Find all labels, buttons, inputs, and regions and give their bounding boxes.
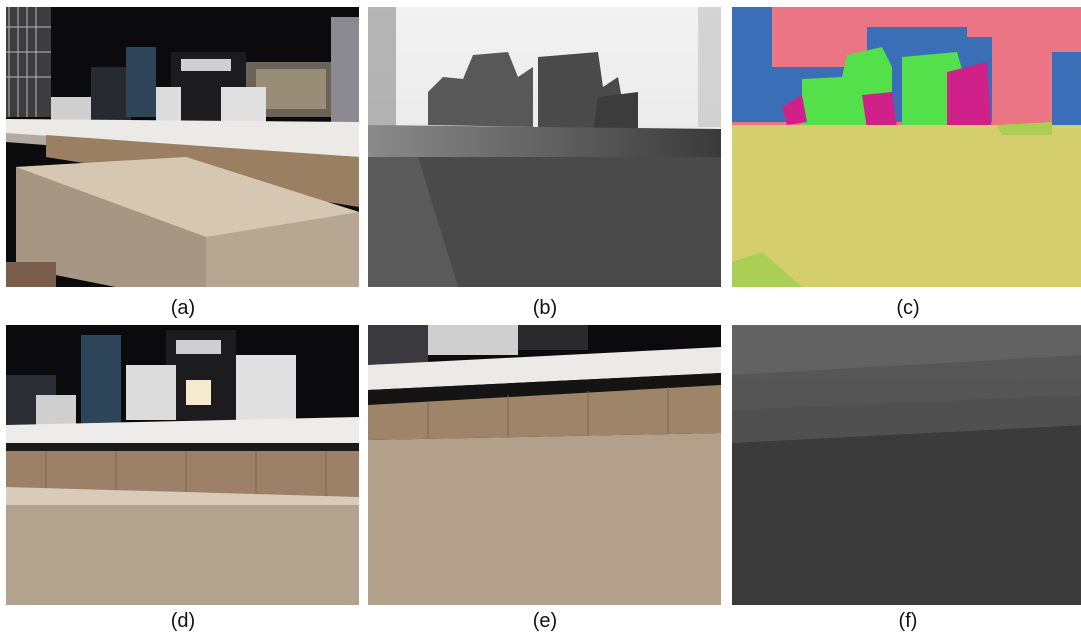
panel-b-image bbox=[368, 7, 721, 287]
caption-a: (a) bbox=[170, 297, 196, 319]
caption-c: (c) bbox=[896, 297, 920, 319]
panel-f-image bbox=[732, 325, 1081, 605]
caption-e: (e) bbox=[532, 610, 558, 632]
panel-a-image bbox=[6, 7, 359, 287]
caption-f: (f) bbox=[898, 610, 918, 632]
panel-e-image bbox=[368, 325, 721, 605]
panel-d-image bbox=[6, 325, 359, 605]
panel-c-image bbox=[732, 7, 1081, 287]
caption-b: (b) bbox=[532, 297, 558, 319]
caption-d: (d) bbox=[170, 610, 196, 632]
